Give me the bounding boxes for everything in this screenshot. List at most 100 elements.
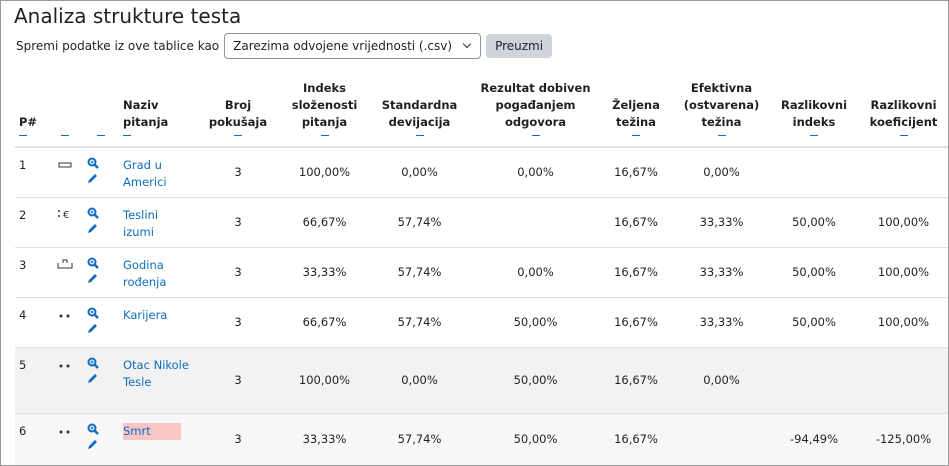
stat-value: 100,00% <box>859 297 948 348</box>
sort-indicator[interactable] <box>632 134 640 136</box>
question-number: 5 <box>15 347 46 414</box>
question-number: 3 <box>15 247 46 298</box>
stat-value: 16,67% <box>598 247 674 298</box>
question-type <box>46 247 83 298</box>
stat-value: 100,00% <box>859 247 948 298</box>
stat-value: 33,33% <box>674 197 769 248</box>
column-header <box>83 61 119 148</box>
question-actions[interactable] <box>83 413 119 465</box>
stat-value: 16,67% <box>598 147 674 198</box>
stat-value: 0,00% <box>366 347 473 414</box>
question-type: € <box>46 197 83 248</box>
question-name-cell: Smrt <box>119 413 193 465</box>
question-name[interactable]: Karijera <box>123 307 168 322</box>
question-row: 2 € Teslini izumi 3 66,67% 57,74% 16,67% 33,33%… <box>15 197 948 248</box>
question-type <box>46 347 83 414</box>
stat-value: 66,67% <box>283 197 366 248</box>
question-name[interactable]: Godina rođenja <box>123 257 167 289</box>
stat-value: -94,49% <box>769 413 859 465</box>
column-header: Razlikovni koeficijent <box>859 61 948 148</box>
structure-table: P# Naziv pitanja Broj pokušaja Indeks slože… <box>15 61 948 465</box>
sort-indicator[interactable] <box>123 134 131 136</box>
sort-indicator[interactable] <box>531 134 540 136</box>
question-row: 1 Grad u Americi 3 100,00% 0,00% 0,00% 16,67% 0… <box>15 147 948 198</box>
stat-value: 33,33% <box>283 247 366 298</box>
question-row: 3 Godina rođenja 3 33,33% 57,74% 0,00% 16,67% 3… <box>15 247 948 298</box>
sort-indicator[interactable] <box>899 134 908 136</box>
sort-indicator[interactable] <box>97 134 105 136</box>
column-header: Standardna devijacija <box>366 61 473 148</box>
question-name[interactable]: Smrt <box>123 422 181 440</box>
header-text: Efektivna (ostvarena) težina <box>683 80 760 129</box>
stat-value: 50,00% <box>473 347 598 414</box>
stat-value: 0,00% <box>674 147 769 198</box>
header-text: Razlikovni indeks <box>780 97 848 129</box>
stat-value: 66,67% <box>283 297 366 348</box>
question-type <box>46 297 83 348</box>
stat-value: 50,00% <box>473 413 598 465</box>
sort-indicator[interactable] <box>415 134 424 136</box>
question-actions[interactable] <box>83 247 119 298</box>
svg-text:€: € <box>63 210 69 219</box>
stat-value <box>769 147 859 198</box>
question-name[interactable]: Otac Nikole Tesle <box>123 357 189 389</box>
stat-value: 50,00% <box>769 247 859 298</box>
stat-value: 0,00% <box>366 147 473 198</box>
stat-value: 100,00% <box>859 197 948 248</box>
stat-value <box>859 147 948 198</box>
stat-value: 3 <box>193 297 283 348</box>
question-number: 6 <box>15 413 46 465</box>
stat-value <box>674 413 769 465</box>
question-type <box>46 147 83 198</box>
stat-value: -125,00% <box>859 413 948 465</box>
question-name-cell: Teslini izumi <box>119 197 193 248</box>
stat-value: 3 <box>193 147 283 198</box>
stat-value: 3 <box>193 247 283 298</box>
column-header: P# <box>15 61 46 148</box>
question-name-cell: Godina rođenja <box>119 247 193 298</box>
header-text: P# <box>19 114 38 129</box>
download-form: Spremi podatke iz ove tablice kao Zarezi… <box>16 33 553 59</box>
column-header: Efektivna (ostvarena) težina <box>674 61 769 148</box>
question-actions[interactable] <box>83 147 119 198</box>
stat-value: 50,00% <box>769 297 859 348</box>
question-name[interactable]: Teslini izumi <box>123 207 159 239</box>
question-name[interactable]: Grad u Americi <box>123 158 167 189</box>
sort-indicator[interactable] <box>320 134 329 136</box>
header-text: Indeks složenosti pitanja <box>291 80 358 129</box>
sort-indicator[interactable] <box>19 134 27 136</box>
stat-value: 0,00% <box>473 147 598 198</box>
stat-value: 33,33% <box>674 247 769 298</box>
download-button[interactable]: Preuzmi <box>486 34 553 58</box>
stat-value: 16,67% <box>598 413 674 465</box>
sort-indicator[interactable] <box>810 134 818 136</box>
question-actions[interactable] <box>83 347 119 414</box>
question-number: 2 <box>15 197 46 248</box>
column-header <box>46 61 83 148</box>
stat-value: 16,67% <box>598 197 674 248</box>
sort-indicator[interactable] <box>234 134 242 136</box>
stat-value: 16,67% <box>598 347 674 414</box>
download-label: Spremi podatke iz ove tablice kao <box>16 39 220 53</box>
question-number: 4 <box>15 297 46 348</box>
header-text: Standardna devijacija <box>381 97 458 129</box>
stat-value: 3 <box>193 413 283 465</box>
stat-value: 3 <box>193 197 283 248</box>
stat-value: 33,33% <box>283 413 366 465</box>
question-row: 4 Karijera 3 66,67% 57,74% 50,00% 16,67% 33,33%… <box>15 297 948 348</box>
header-text: Razlikovni koeficijent <box>869 97 938 129</box>
format-select[interactable]: Zarezima odvojene vrijednosti (.csv) <box>224 33 482 59</box>
sort-indicator[interactable] <box>717 134 726 136</box>
question-name-cell: Grad u Americi <box>119 147 193 198</box>
stat-value: 33,33% <box>674 297 769 348</box>
question-actions[interactable] <box>83 297 119 348</box>
sort-indicator[interactable] <box>60 134 69 136</box>
stat-value: 0,00% <box>674 347 769 414</box>
header-text: Rezultat dobiven pogađanjem odgovora <box>480 80 591 129</box>
question-row: 5 Otac Nikole Tesle 3 100,00% 0,00% 50,00% 16,… <box>15 347 948 414</box>
question-row: 6 Smrt 3 33,33% 57,74% 50,00% 16,67% -94,49% -12… <box>15 413 948 465</box>
stat-value: 16,67% <box>598 297 674 348</box>
question-actions[interactable] <box>83 197 119 248</box>
